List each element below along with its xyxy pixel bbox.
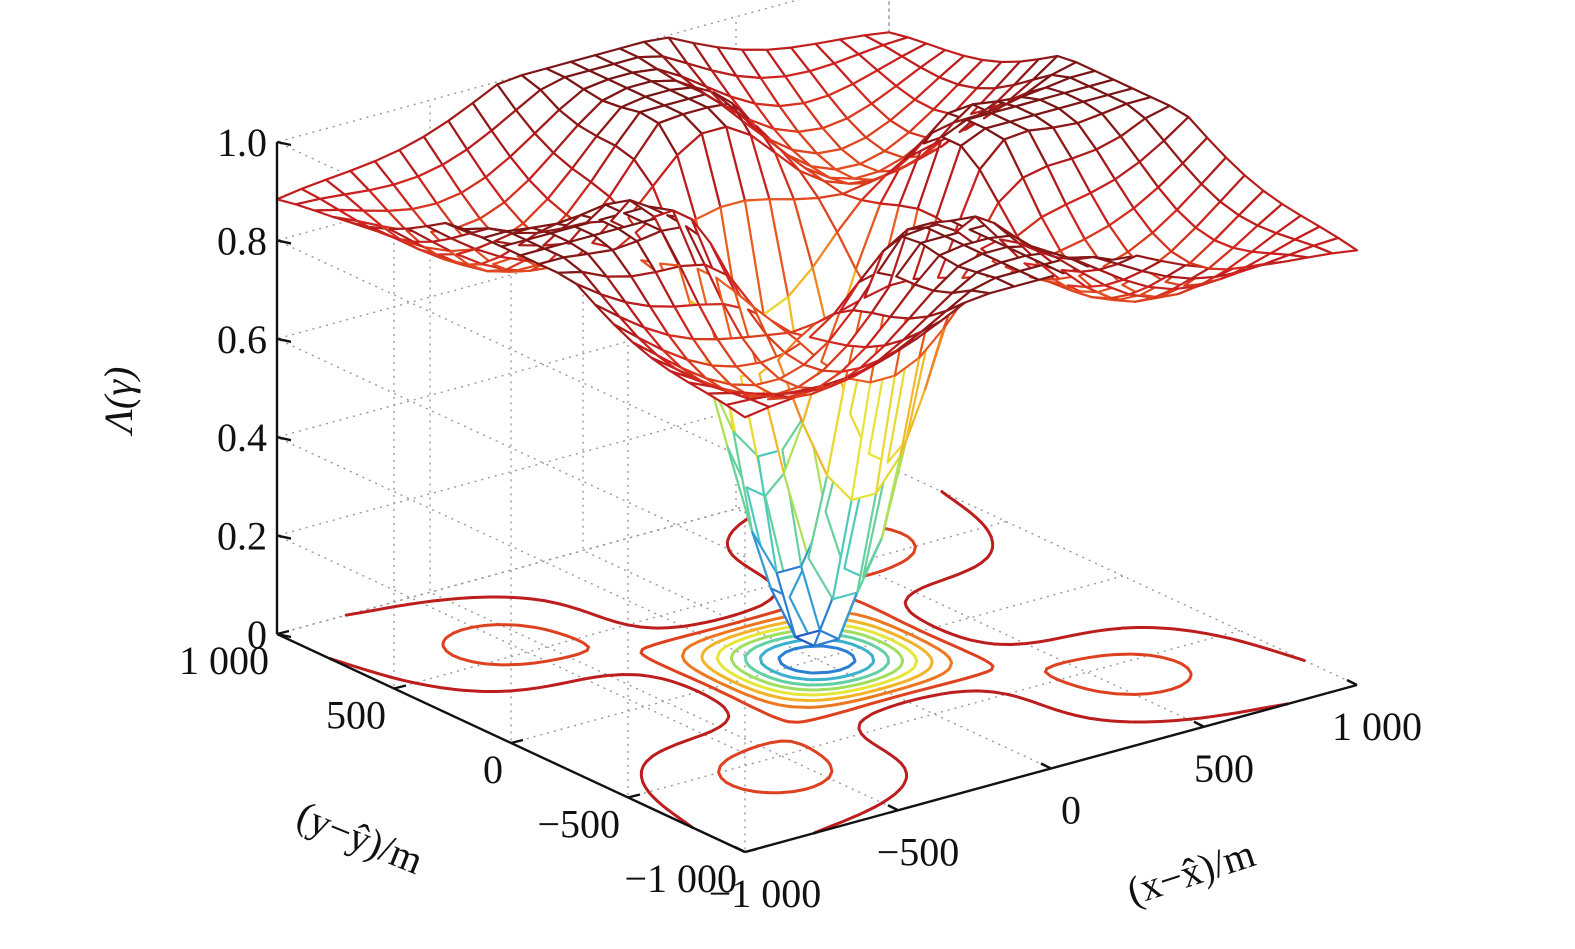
contour-0 <box>777 644 857 675</box>
x-tick-label-0: −1 000 <box>709 871 822 916</box>
y-tick-label-4: 1 000 <box>179 638 269 683</box>
contour-3 <box>730 627 904 692</box>
x-tick-label-4: 1 000 <box>1332 704 1422 749</box>
y-tick-label-2: 0 <box>483 747 503 792</box>
y-tick-4 <box>276 629 290 636</box>
z-tick-label-2: 0.4 <box>217 415 267 460</box>
z-tick-label-0: 0 <box>247 612 267 657</box>
y-tick-label-0: −1 000 <box>624 856 737 901</box>
y-tick-label-1: −500 <box>537 802 620 847</box>
x-tick-3 <box>1193 720 1205 728</box>
z-tick-4 <box>276 239 292 245</box>
surface-mesh <box>275 31 1359 647</box>
z-tick-label-3: 0.6 <box>217 317 267 362</box>
y-tick-3 <box>393 684 407 690</box>
x-tick-1 <box>887 804 899 812</box>
gridline-z-5 <box>274 0 801 361</box>
z-tick-label-5: 1.0 <box>217 120 267 165</box>
x-tick-0 <box>734 845 746 854</box>
mesh-cell <box>1312 236 1359 255</box>
gridline-y-1 <box>627 305 1241 799</box>
gridline-y-4 <box>276 142 890 635</box>
z-axis-label: Λ(γ) <box>96 367 141 438</box>
y-tick-0 <box>744 847 758 854</box>
y-tick-2 <box>510 738 524 745</box>
x-tick-label-1: −500 <box>877 829 960 874</box>
z-tick-1 <box>276 534 292 540</box>
z-tick-3 <box>276 337 292 343</box>
y-axis-label: (y−ŷ)/m <box>291 792 430 883</box>
z-tick-2 <box>276 436 292 442</box>
x-axis-label: (x−x̂)/m <box>1121 830 1260 913</box>
x-tick-label-3: 500 <box>1194 746 1254 791</box>
z-tick-label-4: 0.8 <box>217 218 267 263</box>
z-tick-5 <box>276 140 292 147</box>
x-tick-4 <box>1346 678 1358 687</box>
contour-1 <box>758 637 876 682</box>
z-tick-label-1: 0.2 <box>217 514 267 559</box>
y-tick-label-3: 500 <box>326 693 386 738</box>
gridline-z-1 <box>274 367 890 755</box>
x-tick-2 <box>1040 762 1052 770</box>
x-tick-label-2: 0 <box>1061 788 1081 833</box>
y-tick-1 <box>627 793 641 799</box>
